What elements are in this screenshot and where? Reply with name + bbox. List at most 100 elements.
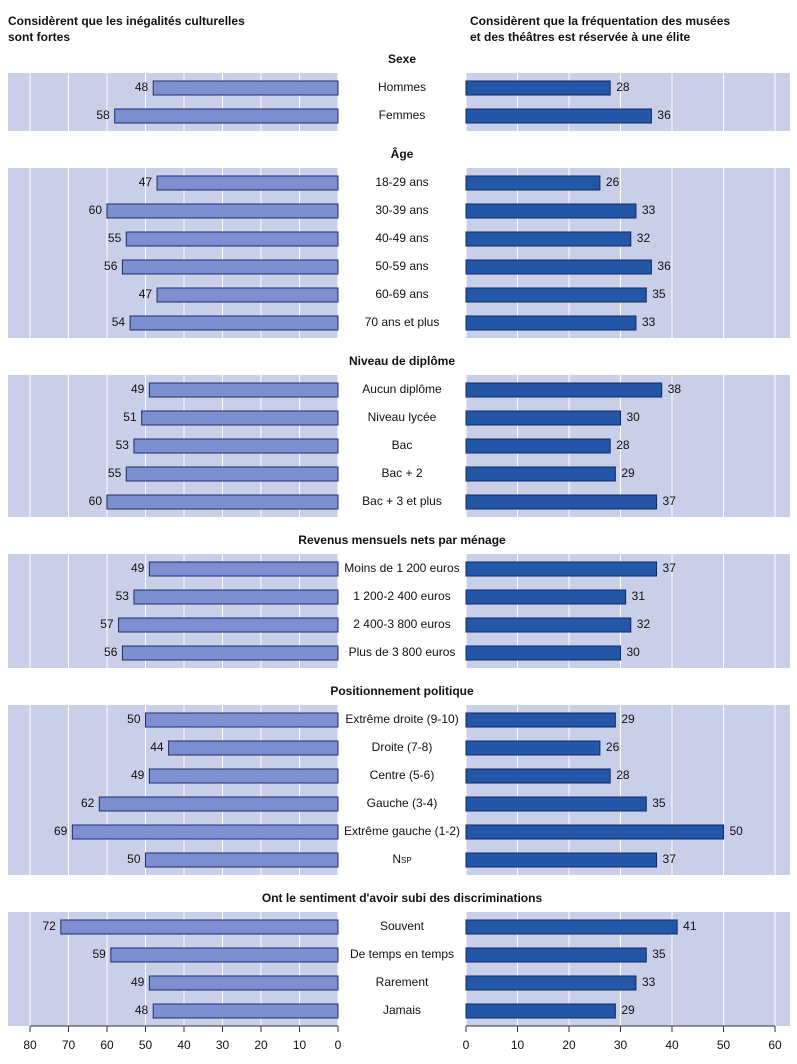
- right-value-label: 37: [663, 494, 677, 508]
- left-bar: [148, 975, 339, 991]
- right-value-label: 29: [621, 1003, 635, 1017]
- category-label: Moins de 1 200 euros: [344, 561, 459, 575]
- right-bar: [465, 768, 611, 784]
- right-value-label: 28: [616, 80, 630, 94]
- category-label: Nsp: [392, 852, 411, 866]
- left-value-label: 55: [108, 466, 122, 480]
- right-value-label: 36: [657, 108, 671, 122]
- category-label: 30-39 ans: [375, 203, 428, 217]
- left-bar: [152, 80, 339, 96]
- left-bar: [114, 108, 339, 124]
- category-label: Souvent: [380, 919, 425, 933]
- left-bar: [152, 1003, 339, 1019]
- right-value-label: 38: [668, 382, 682, 396]
- right-value-label: 28: [616, 768, 630, 782]
- left-value-label: 47: [139, 287, 153, 301]
- right-title: Considèrent que la fréquentation des mus…: [470, 14, 730, 28]
- right-bar: [465, 466, 616, 482]
- category-label: 1 200-2 400 euros: [353, 589, 450, 603]
- right-bar: [465, 796, 647, 812]
- x-tick-label: 10: [511, 1038, 525, 1052]
- left-bar: [145, 852, 339, 868]
- category-label: Rarement: [376, 975, 429, 989]
- group-title: Positionnement politique: [330, 684, 474, 698]
- right-value-label: 36: [657, 259, 671, 273]
- x-tick-label: 40: [177, 1038, 191, 1052]
- left-bar: [125, 231, 339, 247]
- right-value-label: 32: [637, 231, 651, 245]
- left-value-label: 48: [135, 1003, 149, 1017]
- right-bar: [465, 382, 663, 398]
- left-bar: [129, 315, 339, 331]
- right-bar: [465, 287, 647, 303]
- right-value-label: 35: [652, 287, 666, 301]
- right-value-label: 37: [663, 561, 677, 575]
- category-label: Hommes: [378, 80, 426, 94]
- left-bar: [133, 438, 339, 454]
- panel: [466, 168, 790, 338]
- left-bar: [110, 947, 339, 963]
- left-value-label: 53: [116, 589, 130, 603]
- left-bar: [148, 561, 339, 577]
- right-bar: [465, 617, 632, 633]
- x-tick-label: 0: [463, 1038, 470, 1052]
- right-bar: [465, 589, 627, 605]
- x-tick-label: 40: [665, 1038, 679, 1052]
- category-label: Bac + 3 et plus: [362, 494, 442, 508]
- left-value-label: 44: [150, 740, 164, 754]
- category-label: 60-69 ans: [375, 287, 428, 301]
- left-bar: [148, 382, 339, 398]
- group-title: Âge: [391, 146, 414, 161]
- right-bar: [465, 919, 678, 935]
- panel: [466, 705, 790, 875]
- left-bar: [156, 287, 339, 303]
- left-value-label: 59: [92, 947, 106, 961]
- left-title: sont fortes: [8, 30, 70, 44]
- left-bar: [141, 410, 339, 426]
- group-title: Sexe: [388, 52, 416, 66]
- right-value-label: 33: [642, 315, 656, 329]
- right-bar: [465, 645, 621, 661]
- group-title: Niveau de diplôme: [349, 354, 455, 368]
- right-bar: [465, 203, 637, 219]
- right-value-label: 31: [632, 589, 646, 603]
- left-value-label: 55: [108, 231, 122, 245]
- left-value-label: 56: [104, 259, 118, 273]
- left-bar: [168, 740, 339, 756]
- right-bar: [465, 975, 637, 991]
- panel: [8, 168, 338, 338]
- category-label: Centre (5-6): [370, 768, 435, 782]
- left-value-label: 60: [89, 494, 103, 508]
- right-value-label: 29: [621, 466, 635, 480]
- category-label: 70 ans et plus: [365, 315, 440, 329]
- right-bar: [465, 852, 658, 868]
- x-tick-label: 70: [62, 1038, 76, 1052]
- panel: [8, 705, 338, 875]
- left-value-label: 53: [116, 438, 130, 452]
- left-bar: [98, 796, 339, 812]
- left-value-label: 49: [131, 975, 145, 989]
- x-tick-label: 30: [216, 1038, 230, 1052]
- category-label: Niveau lycée: [368, 410, 437, 424]
- category-label: 50-59 ans: [375, 259, 428, 273]
- left-bar: [118, 617, 339, 633]
- right-value-label: 30: [627, 645, 641, 659]
- right-bar: [465, 231, 632, 247]
- left-value-label: 58: [96, 108, 110, 122]
- x-tick-label: 60: [100, 1038, 114, 1052]
- left-value-label: 49: [131, 561, 145, 575]
- left-bar: [121, 645, 339, 661]
- right-value-label: 29: [621, 712, 635, 726]
- x-tick-label: 80: [23, 1038, 37, 1052]
- left-value-label: 50: [127, 712, 141, 726]
- x-tick-label: 10: [293, 1038, 307, 1052]
- right-bar: [465, 712, 616, 728]
- right-value-label: 35: [652, 796, 666, 810]
- right-title: et des théâtres est réservée à une élite: [470, 30, 690, 44]
- left-bar: [125, 466, 339, 482]
- right-value-label: 33: [642, 975, 656, 989]
- left-value-label: 69: [54, 824, 68, 838]
- right-value-label: 41: [683, 919, 697, 933]
- left-value-label: 50: [127, 852, 141, 866]
- left-bar: [145, 712, 339, 728]
